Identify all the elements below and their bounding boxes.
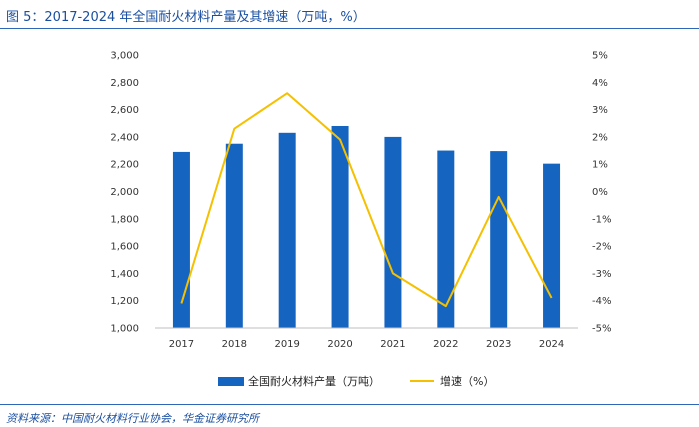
left-tick-label: 2,800	[110, 78, 139, 89]
legend-line-label: 增速（%）	[440, 374, 494, 388]
legend-bar-swatch	[218, 377, 244, 386]
source-rule	[0, 404, 699, 405]
bar-series	[172, 125, 561, 328]
title-rule	[0, 28, 699, 29]
bar-2022	[437, 150, 455, 328]
left-axis: 1,000 1,200 1,400 1,600 1,800 2,000 2,200 2,400…	[110, 51, 139, 335]
legend: 全国耐火材料产量（万吨） 增速（%）	[218, 374, 494, 388]
left-tick-label: 1,800	[110, 214, 139, 225]
x-tick-label: 2024	[539, 339, 564, 350]
figure-title: 图 5：2017-2024 年全国耐火材料产量及其增速（万吨，%）	[6, 10, 366, 25]
left-tick-label: 2,400	[110, 132, 139, 143]
bar-2023	[490, 151, 508, 328]
bar-2024	[543, 163, 561, 328]
left-tick-label: 1,600	[110, 242, 139, 253]
right-tick-label: 2%	[592, 132, 608, 143]
right-tick-label: 3%	[592, 105, 608, 116]
bar-2021	[384, 136, 402, 328]
bar-2017	[172, 151, 190, 328]
right-tick-label: -2%	[592, 242, 611, 253]
growth-line	[180, 92, 553, 308]
line-series	[180, 92, 553, 308]
right-tick-label: -1%	[592, 214, 611, 225]
x-tick-label: 2017	[169, 339, 194, 350]
x-tick-label: 2022	[433, 339, 458, 350]
left-tick-label: 2,000	[110, 187, 139, 198]
bar-2020	[331, 125, 349, 328]
x-tick-label: 2018	[222, 339, 247, 350]
left-tick-label: 2,200	[110, 160, 139, 171]
right-tick-label: 0%	[592, 187, 608, 198]
chart: 1,000 1,200 1,400 1,600 1,800 2,000 2,200 2,400…	[110, 51, 611, 389]
legend-bar-label: 全国耐火材料产量（万吨）	[248, 374, 380, 388]
right-tick-label: -5%	[592, 324, 611, 335]
left-tick-label: 2,600	[110, 105, 139, 116]
x-tick-label: 2023	[486, 339, 511, 350]
right-tick-label: -4%	[592, 296, 611, 307]
x-tick-label: 2020	[327, 339, 352, 350]
right-tick-label: 1%	[592, 160, 608, 171]
x-axis: 2017 2018 2019 2020 2021 2022 2023 2024	[155, 327, 578, 350]
left-tick-label: 1,200	[110, 296, 139, 307]
bar-2019	[278, 132, 296, 328]
source-note: 资料来源：中国耐火材料行业协会，华金证券研究所	[6, 412, 259, 425]
bar-2018	[225, 143, 243, 328]
left-tick-label: 3,000	[110, 51, 139, 62]
left-tick-label: 1,400	[110, 269, 139, 280]
right-axis: -5% -4% -3% -2% -1% 0% 1% 2% 3% 4% 5%	[592, 51, 611, 335]
left-tick-label: 1,000	[110, 324, 139, 335]
right-tick-label: 5%	[592, 51, 608, 62]
x-tick-label: 2019	[274, 339, 299, 350]
right-tick-label: -3%	[592, 269, 611, 280]
x-tick-label: 2021	[380, 339, 405, 350]
right-tick-label: 4%	[592, 78, 608, 89]
